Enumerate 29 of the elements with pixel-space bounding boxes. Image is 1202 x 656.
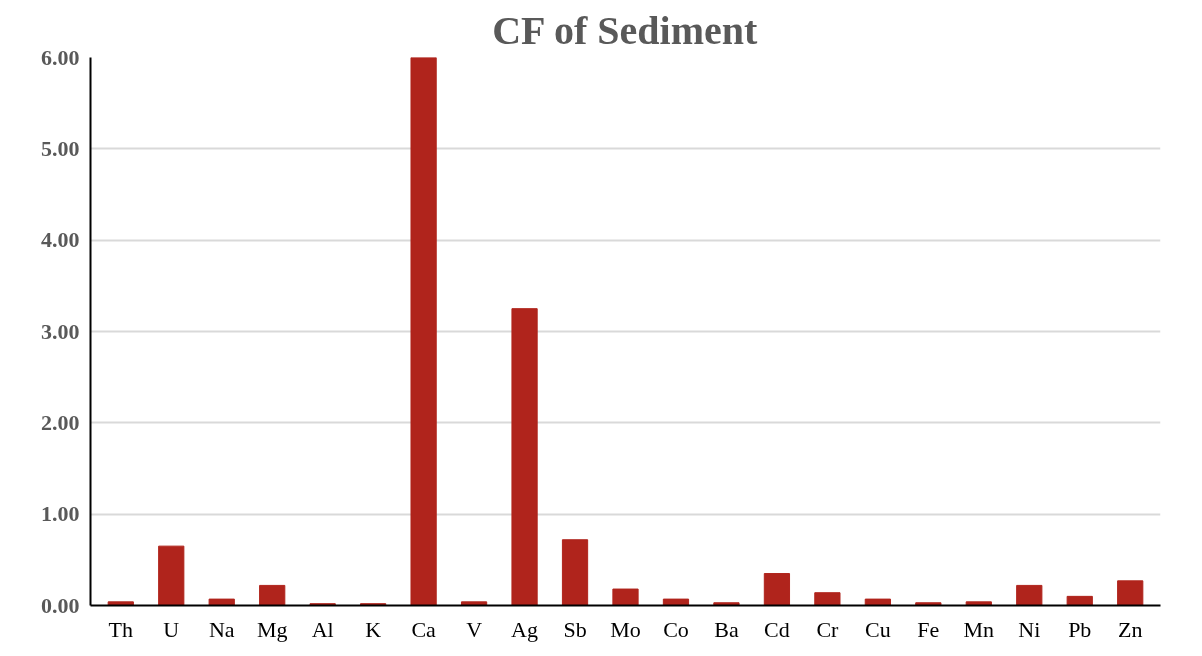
- x-tick-label: Cd: [764, 616, 790, 642]
- chart-title: CF of Sediment: [492, 7, 759, 53]
- x-tick-label: Ni: [1018, 616, 1041, 642]
- x-tick-label: Na: [208, 616, 235, 642]
- x-tick-label: U: [163, 616, 180, 642]
- x-tick-label: Ag: [511, 616, 538, 642]
- x-tick-label: Al: [311, 616, 334, 642]
- x-tick-label: Mn: [963, 616, 995, 642]
- x-tick-label: Th: [108, 616, 134, 642]
- x-tick-label: Cu: [865, 616, 891, 642]
- y-tick-label: 4.00: [41, 227, 80, 253]
- x-tick-label: Zn: [1118, 616, 1143, 642]
- x-tick-label: Pb: [1068, 616, 1092, 642]
- x-tick-label: V: [466, 616, 483, 642]
- x-tick-label: Mo: [610, 616, 641, 642]
- y-tick-label: 6.00: [41, 44, 80, 70]
- x-tick-label: Ba: [714, 616, 739, 642]
- x-tick-label: Ca: [411, 616, 437, 642]
- y-tick-label: 3.00: [41, 318, 80, 344]
- y-tick-label: 2.00: [41, 409, 80, 435]
- y-tick-label: 1.00: [41, 501, 80, 527]
- x-tick-label: Co: [663, 616, 689, 642]
- x-tick-label: K: [365, 616, 382, 642]
- x-tick-label: Cr: [816, 616, 840, 642]
- x-tick-label: Sb: [563, 616, 587, 642]
- x-tick-label: Fe: [917, 616, 940, 642]
- y-tick-label: 5.00: [41, 135, 80, 161]
- y-tick-label: 0.00: [41, 592, 80, 618]
- x-tick-label: Mg: [256, 616, 288, 642]
